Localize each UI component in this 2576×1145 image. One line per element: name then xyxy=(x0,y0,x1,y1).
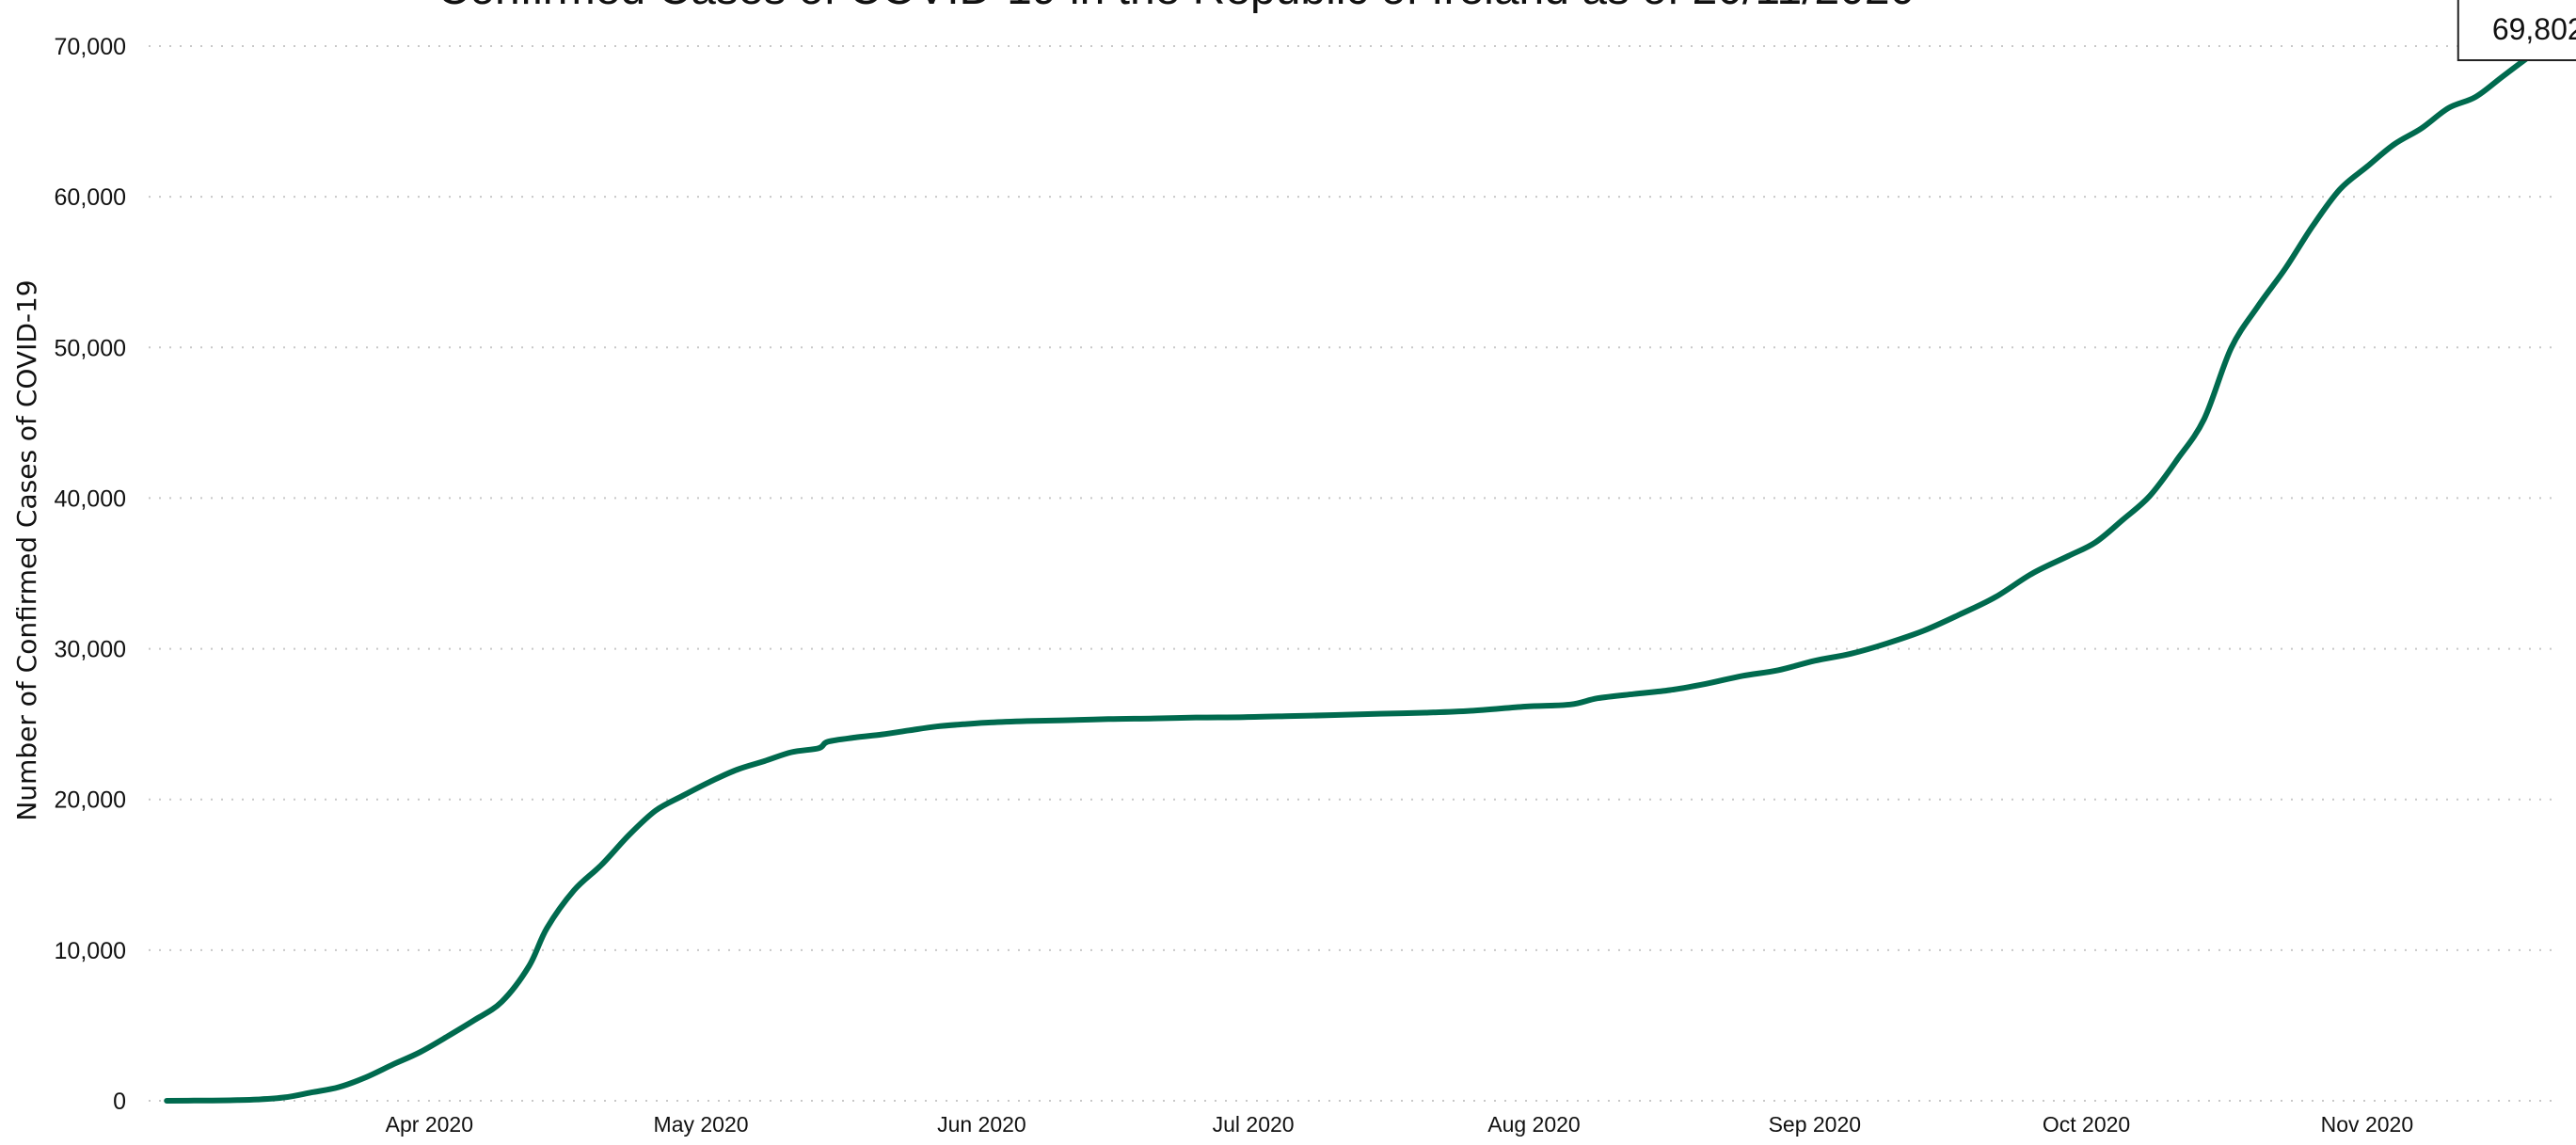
x-axis-ticks: Apr 2020 May 2020 Jun 2020 Jul 2020 Aug 2020… xyxy=(386,1112,2413,1137)
y-tick-label: 60,000 xyxy=(55,184,126,211)
x-tick-label: Aug 2020 xyxy=(1487,1112,1580,1137)
series-line xyxy=(164,46,2542,1104)
y-axis-label: Number of Confirmed Cases of COVID-19 xyxy=(11,279,42,820)
value-callout: 69,802 xyxy=(2457,0,2576,61)
x-tick-label: Jun 2020 xyxy=(937,1112,1026,1137)
y-tick-label: 30,000 xyxy=(55,637,126,663)
x-tick-label: Sep 2020 xyxy=(1769,1112,1861,1137)
y-tick-label: 40,000 xyxy=(55,485,126,512)
callout-box xyxy=(2457,0,2576,61)
grid xyxy=(149,45,2557,1102)
x-tick-label: Oct 2020 xyxy=(2043,1112,2130,1137)
y-tick-label: 50,000 xyxy=(55,335,126,361)
callout-label: 69,802 xyxy=(2492,12,2576,46)
x-tick-label: May 2020 xyxy=(654,1112,749,1137)
x-tick-label: Nov 2020 xyxy=(2321,1112,2413,1137)
x-tick-label: Apr 2020 xyxy=(386,1112,473,1137)
series xyxy=(164,46,2542,1104)
y-tick-label: 70,000 xyxy=(55,34,126,60)
y-tick-label: 20,000 xyxy=(55,787,126,814)
y-tick-label: 0 xyxy=(113,1089,126,1115)
y-axis-ticks: 0 10,000 20,000 30,000 40,000 50,000 60,000 70,… xyxy=(55,34,126,1115)
y-tick-label: 10,000 xyxy=(55,938,126,964)
chart-title: Confirmed Cases of COVID-19 in the Repub… xyxy=(437,0,1916,14)
x-tick-label: Jul 2020 xyxy=(1213,1112,1295,1137)
